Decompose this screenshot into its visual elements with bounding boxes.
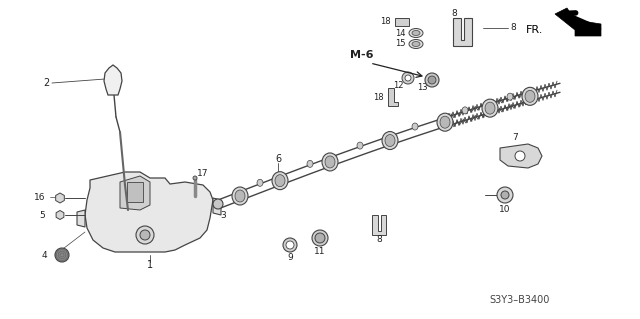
Text: 16: 16 xyxy=(33,194,45,203)
Text: 18: 18 xyxy=(373,93,384,101)
Ellipse shape xyxy=(412,41,420,47)
Text: 12: 12 xyxy=(393,81,403,91)
Ellipse shape xyxy=(412,31,420,35)
Polygon shape xyxy=(555,8,601,36)
Ellipse shape xyxy=(257,179,263,186)
Ellipse shape xyxy=(412,123,418,130)
Circle shape xyxy=(140,230,150,240)
Circle shape xyxy=(405,75,411,81)
Circle shape xyxy=(501,191,509,199)
Circle shape xyxy=(136,226,154,244)
Ellipse shape xyxy=(462,107,468,114)
Ellipse shape xyxy=(275,175,285,187)
Ellipse shape xyxy=(232,187,248,205)
Circle shape xyxy=(515,151,525,161)
Polygon shape xyxy=(85,172,213,252)
Text: 5: 5 xyxy=(39,211,45,219)
Circle shape xyxy=(312,230,328,246)
Circle shape xyxy=(286,241,294,249)
Ellipse shape xyxy=(382,131,398,150)
Text: 8: 8 xyxy=(376,235,382,244)
Ellipse shape xyxy=(235,190,245,202)
Text: 7: 7 xyxy=(512,133,518,143)
Circle shape xyxy=(402,72,414,84)
Ellipse shape xyxy=(409,28,423,38)
Ellipse shape xyxy=(525,90,535,102)
Text: 6: 6 xyxy=(275,154,281,164)
Polygon shape xyxy=(453,18,472,46)
Circle shape xyxy=(213,199,223,209)
Polygon shape xyxy=(500,144,542,168)
Circle shape xyxy=(425,73,439,87)
Ellipse shape xyxy=(409,40,423,48)
Text: 17: 17 xyxy=(197,168,209,177)
Text: M-6: M-6 xyxy=(350,50,374,60)
Polygon shape xyxy=(372,215,386,235)
Text: FR.: FR. xyxy=(525,25,543,35)
Polygon shape xyxy=(127,182,143,202)
Text: 14: 14 xyxy=(396,28,406,38)
Ellipse shape xyxy=(272,172,288,190)
Circle shape xyxy=(428,76,436,84)
Text: 1: 1 xyxy=(147,260,153,270)
Polygon shape xyxy=(77,210,85,227)
Ellipse shape xyxy=(437,113,453,131)
Text: 9: 9 xyxy=(287,253,293,262)
Circle shape xyxy=(55,248,69,262)
Polygon shape xyxy=(104,65,122,95)
Text: S3Y3–B3400: S3Y3–B3400 xyxy=(490,295,550,305)
Text: 10: 10 xyxy=(499,204,511,213)
Text: 8: 8 xyxy=(510,24,516,33)
Ellipse shape xyxy=(522,87,538,105)
Circle shape xyxy=(193,176,197,180)
Circle shape xyxy=(315,233,325,243)
Ellipse shape xyxy=(385,135,395,146)
Ellipse shape xyxy=(440,116,450,128)
Polygon shape xyxy=(213,198,221,215)
Ellipse shape xyxy=(325,156,335,168)
Text: 2: 2 xyxy=(43,78,49,88)
Ellipse shape xyxy=(307,160,313,167)
Circle shape xyxy=(497,187,513,203)
Polygon shape xyxy=(120,176,150,210)
Polygon shape xyxy=(388,88,398,106)
Ellipse shape xyxy=(485,102,495,114)
Circle shape xyxy=(283,238,297,252)
Ellipse shape xyxy=(357,142,363,149)
Text: 15: 15 xyxy=(396,40,406,48)
Text: 18: 18 xyxy=(380,18,391,26)
Ellipse shape xyxy=(322,153,338,171)
Text: 3: 3 xyxy=(220,211,226,220)
Text: 8: 8 xyxy=(451,9,457,18)
Polygon shape xyxy=(395,18,409,26)
Text: 13: 13 xyxy=(417,84,428,93)
Ellipse shape xyxy=(482,99,498,117)
Text: 11: 11 xyxy=(314,248,326,256)
Text: 4: 4 xyxy=(42,250,47,259)
Ellipse shape xyxy=(507,93,513,100)
